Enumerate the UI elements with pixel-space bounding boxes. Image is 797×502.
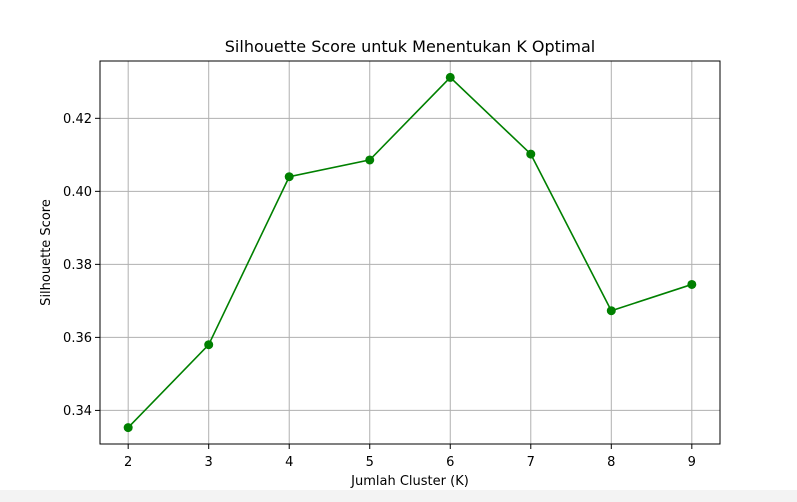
- x-tick-label: 2: [124, 455, 132, 470]
- x-axis-label: Jumlah Cluster (K): [350, 474, 469, 489]
- y-tick-label: 0.34: [63, 404, 92, 419]
- data-point: [687, 279, 697, 289]
- y-tick-label: 0.42: [63, 112, 92, 127]
- x-tick-label: 9: [688, 455, 696, 470]
- data-point: [365, 155, 375, 165]
- series-line: [127, 76, 693, 429]
- x-tick-label: 4: [285, 455, 293, 470]
- data-point: [204, 340, 214, 350]
- y-tick-label: 0.40: [63, 185, 92, 200]
- x-tick-label: 3: [205, 455, 213, 470]
- data-point: [606, 306, 616, 316]
- plot-frame: [99, 60, 721, 445]
- y-tick-label: 0.38: [63, 258, 92, 273]
- y-axis-label: Silhouette Score: [39, 199, 54, 306]
- x-tick-label: 8: [607, 455, 615, 470]
- x-tick-label: 5: [366, 455, 374, 470]
- series-layer: [123, 72, 697, 433]
- data-point: [284, 172, 294, 182]
- data-point: [526, 149, 536, 159]
- data-point: [445, 72, 455, 82]
- bottom-strip: [0, 490, 797, 502]
- y-tick-label: 0.36: [63, 331, 92, 346]
- x-tick-label: 7: [527, 455, 535, 470]
- axis-ticks: 2 3 4 5 6 7 8 9 0.34 0.36 0.38 0.40 0.42: [63, 112, 696, 470]
- chart-title: Silhouette Score untuk Menentukan K Opti…: [225, 37, 595, 56]
- x-tick-label: 6: [446, 455, 454, 470]
- data-point: [123, 423, 133, 433]
